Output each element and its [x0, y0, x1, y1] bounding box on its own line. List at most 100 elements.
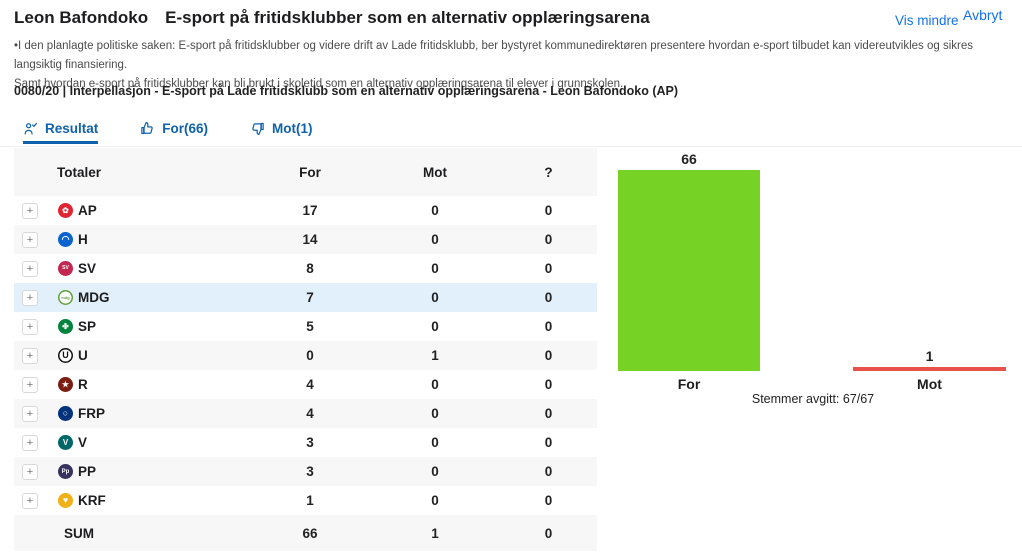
cell-for: 7 — [306, 290, 314, 305]
expand-row-button[interactable]: + — [22, 435, 38, 452]
table-row[interactable]: + ○ FRP 4 0 0 — [14, 399, 597, 428]
cell-for: 8 — [306, 261, 314, 276]
table-row[interactable]: + ✿ AP 17 0 0 — [14, 196, 597, 225]
cell-mot: 0 — [431, 435, 439, 450]
table-row[interactable]: + SV SV 8 0 0 — [14, 254, 597, 283]
header-totals: Totaler — [57, 164, 102, 180]
bar-label-for: For — [677, 376, 701, 392]
table-row[interactable]: + U U 0 1 0 — [14, 341, 597, 370]
party-icon-r: ★ — [58, 377, 73, 392]
cell-mot: 0 — [431, 406, 439, 421]
bar-group-for: 66 For — [618, 151, 760, 392]
party-icon-sv: SV — [58, 261, 73, 276]
header-abstain: ? — [544, 164, 553, 180]
party-table-body: + ✿ AP 17 0 0 + ◠ H 14 0 0 + SV SV 8 0 0… — [14, 196, 597, 515]
cell-abstain: 0 — [544, 377, 553, 392]
cell-for: 3 — [306, 435, 314, 450]
cell-mot: 0 — [431, 261, 439, 276]
cell-abstain: 0 — [544, 319, 553, 334]
sum-label: SUM — [64, 525, 94, 541]
table-row[interactable]: + mdg MDG 7 0 0 — [14, 283, 597, 312]
cell-mot: 0 — [431, 377, 439, 392]
header-mot: Mot — [423, 164, 447, 180]
party-icon-h: ◠ — [58, 232, 73, 247]
cell-mot: 0 — [431, 203, 439, 218]
party-icon-v: V — [58, 435, 73, 450]
cell-mot: 0 — [431, 319, 439, 334]
expand-row-button[interactable]: + — [22, 232, 38, 249]
thumb-down-icon — [250, 121, 265, 136]
cell-abstain: 0 — [544, 290, 553, 305]
tab-resultat[interactable]: Resultat — [23, 121, 99, 144]
cell-abstain: 0 — [544, 348, 553, 363]
table-row[interactable]: + ★ R 4 0 0 — [14, 370, 597, 399]
expand-row-button[interactable]: + — [22, 261, 38, 278]
expand-row-button[interactable]: + — [22, 493, 38, 510]
party-label: U — [78, 348, 88, 363]
expand-row-button[interactable]: + — [22, 406, 38, 423]
show-less-link[interactable]: Vis mindre — [895, 13, 959, 28]
cell-mot: 0 — [431, 464, 439, 479]
table-row[interactable]: + Pp PP 3 0 0 — [14, 457, 597, 486]
table-row[interactable]: + ♥ KRF 1 0 0 — [14, 486, 597, 515]
bar-for — [618, 170, 760, 371]
tab-for[interactable]: For(66) — [140, 121, 208, 144]
proposer-name: Leon Bafondoko — [14, 8, 149, 27]
party-icon-mdg: mdg — [58, 290, 73, 305]
thumb-up-icon — [140, 121, 155, 136]
party-label: PP — [78, 464, 97, 479]
sum-abstain: 0 — [544, 525, 553, 541]
case-reference: 0080/20 | Interpellasjon - E-sport på La… — [14, 84, 679, 98]
result-tabs: Resultat For(66) Mot(1) — [23, 121, 313, 144]
vote-bar-chart: 66 For 1 Mot Stemmer avgitt: 67/67 — [618, 147, 1008, 406]
cell-abstain: 0 — [544, 406, 553, 421]
party-label: SV — [78, 261, 97, 276]
party-icon-frp: ○ — [58, 406, 73, 421]
cell-for: 3 — [306, 464, 314, 479]
party-icon-ap: ✿ — [58, 203, 73, 218]
bar-value-for: 66 — [681, 151, 697, 167]
header-for: For — [299, 164, 321, 180]
party-icon-pp: Pp — [58, 464, 73, 479]
expand-row-button[interactable]: + — [22, 464, 38, 481]
cell-for: 5 — [306, 319, 314, 334]
sum-row: SUM 66 1 0 — [14, 515, 597, 551]
party-label: V — [78, 435, 88, 450]
cell-for: 1 — [306, 493, 314, 508]
tab-mot[interactable]: Mot(1) — [250, 121, 313, 144]
party-label: MDG — [78, 290, 110, 305]
tab-resultat-label: Resultat — [45, 121, 99, 136]
table-row[interactable]: + ✤ SP 5 0 0 — [14, 312, 597, 341]
bar-group-mot: 1 Mot — [853, 348, 1006, 392]
cell-mot: 1 — [431, 348, 439, 363]
cell-abstain: 0 — [544, 493, 553, 508]
cancel-link[interactable]: Avbryt — [963, 7, 1003, 23]
expand-row-button[interactable]: + — [22, 377, 38, 394]
cell-abstain: 0 — [544, 203, 553, 218]
party-label: H — [78, 232, 88, 247]
expand-row-button[interactable]: + — [22, 348, 38, 365]
cell-abstain: 0 — [544, 464, 553, 479]
table-row[interactable]: + V V 3 0 0 — [14, 428, 597, 457]
expand-row-button[interactable]: + — [22, 319, 38, 336]
expand-row-button[interactable]: + — [22, 290, 38, 307]
votes-cast-label: Stemmer avgitt: 67/67 — [751, 392, 875, 406]
expand-row-button[interactable]: + — [22, 203, 38, 220]
table-row[interactable]: + ◠ H 14 0 0 — [14, 225, 597, 254]
cell-for: 4 — [306, 406, 314, 421]
cell-for: 17 — [302, 203, 318, 218]
cell-for: 14 — [302, 232, 318, 247]
cell-for: 0 — [306, 348, 314, 363]
case-description-line2: Samt hvordan e-sport på fritidsklubber k… — [14, 78, 624, 90]
sum-for: 66 — [302, 525, 318, 541]
cell-abstain: 0 — [544, 435, 553, 450]
party-label: SP — [78, 319, 97, 334]
tab-mot-label: Mot(1) — [272, 121, 313, 136]
bar-value-mot: 1 — [925, 348, 934, 364]
poll-person-icon — [23, 121, 38, 136]
party-label: R — [78, 377, 88, 392]
tabs-divider — [0, 146, 1022, 147]
vote-totals-table: Totaler For Mot ? + ✿ AP 17 0 0 + ◠ H 14… — [14, 148, 597, 551]
sum-mot: 1 — [431, 525, 439, 541]
